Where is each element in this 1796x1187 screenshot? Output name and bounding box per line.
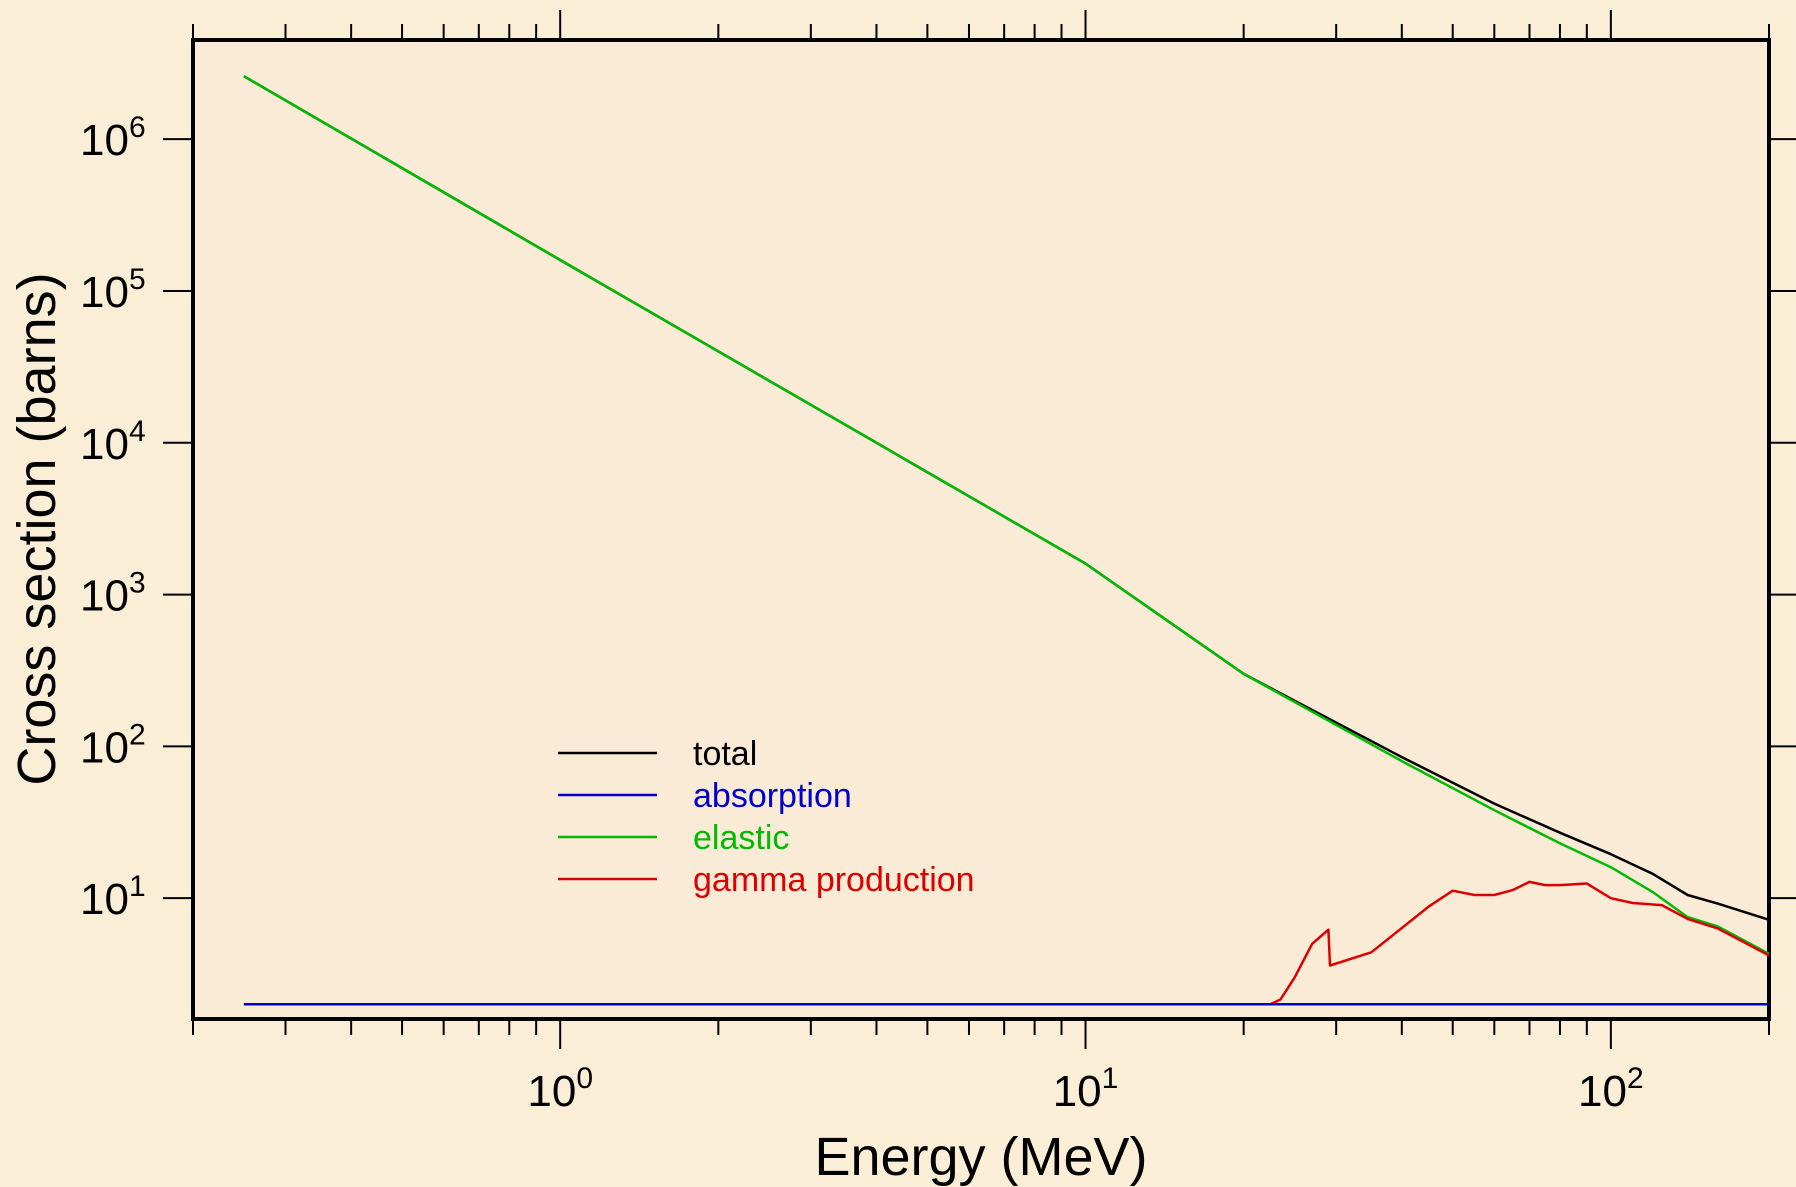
y-tick-base: 10 xyxy=(80,723,129,772)
y-tick-exponent: 4 xyxy=(129,415,146,448)
legend-label-total: total xyxy=(693,735,757,773)
series-line-elastic xyxy=(243,75,1770,955)
x-tick-exponent: 0 xyxy=(576,1062,593,1095)
y-tick-label: 104 xyxy=(80,415,146,469)
x-tick-base: 10 xyxy=(527,1067,576,1116)
legend-label-elastic: elastic xyxy=(693,819,789,857)
x-tick-exponent: 1 xyxy=(1102,1062,1119,1095)
legend: total absorption elastic gamma production xyxy=(558,735,975,899)
y-tick-label: 102 xyxy=(80,718,146,772)
x-tick-exponent: 2 xyxy=(1627,1062,1644,1095)
y-tick-label: 106 xyxy=(80,111,146,165)
x-tick-base: 10 xyxy=(1053,1067,1102,1116)
series-layer xyxy=(243,75,1770,1006)
y-tick-base: 10 xyxy=(80,572,129,621)
series-line-gamma-production xyxy=(243,880,1770,1006)
y-tick-exponent: 2 xyxy=(129,718,146,751)
plot-area xyxy=(191,38,1771,1021)
y-tick-exponent: 5 xyxy=(129,263,146,296)
y-axis-title: Cross section (barns) xyxy=(7,272,67,785)
y-tick-exponent: 1 xyxy=(129,870,146,903)
x-tick-label: 102 xyxy=(1578,1062,1644,1116)
y-tick-exponent: 6 xyxy=(129,111,146,144)
legend-label-gamma-production: gamma production xyxy=(693,861,975,899)
y-tick-label: 105 xyxy=(80,263,146,317)
minor-ticks xyxy=(192,24,1770,1035)
x-tick-label: 101 xyxy=(1053,1062,1119,1116)
y-tick-base: 10 xyxy=(80,116,129,165)
legend-label-absorption: absorption xyxy=(693,777,852,815)
y-tick-label: 103 xyxy=(80,567,146,621)
y-tick-base: 10 xyxy=(80,420,129,469)
x-axis: 100 101 102 xyxy=(527,10,1644,1116)
y-tick-label: 101 xyxy=(80,870,146,924)
y-tick-base: 10 xyxy=(80,268,129,317)
y-tick-exponent: 3 xyxy=(129,567,146,600)
x-tick-label: 100 xyxy=(527,1062,593,1116)
y-tick-base: 10 xyxy=(80,875,129,924)
x-tick-base: 10 xyxy=(1578,1067,1627,1116)
x-axis-title: Energy (MeV) xyxy=(814,1127,1147,1187)
